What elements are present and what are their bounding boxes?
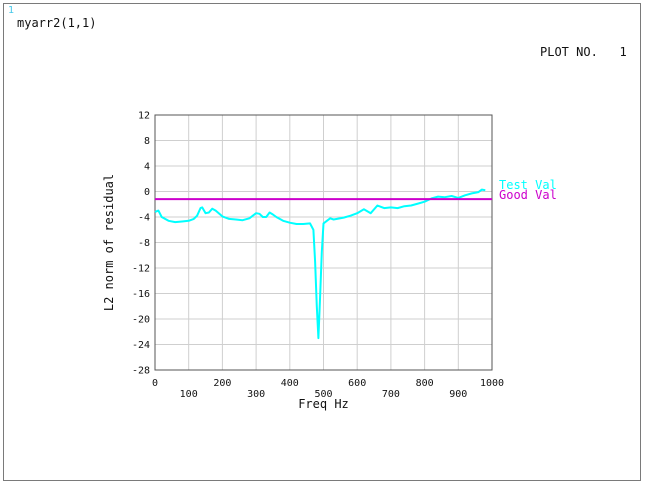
x-tick-label: 800 [416,378,434,389]
y-tick-label: 8 [144,136,150,147]
x-tick-label: 700 [382,389,400,400]
y-tick-label: -24 [132,340,150,351]
window-number: 1 [8,5,15,16]
y-tick-label: -20 [132,315,150,326]
y-tick-label: -4 [138,213,150,224]
grid [154,114,493,371]
series-line-0 [154,188,486,340]
x-tick-label: 500 [314,389,332,400]
x-axis-title: Freq Hz [298,397,349,411]
x-tick-label: 200 [213,378,231,389]
plot-window-frame [3,3,641,481]
legend-label-0: Test Val [499,178,557,192]
y-tick-label: 4 [144,162,150,173]
plot-number: PLOT NO. 1 [540,45,627,59]
x-tick-label: 400 [281,378,299,389]
y-axis-title: L2 norm of residual [102,174,116,311]
y-tick-label: 0 [144,187,150,198]
y-tick-label: -16 [132,289,150,300]
y-tick-label: -12 [132,264,150,275]
y-tick-label: -28 [132,366,150,377]
series-layer [154,188,492,340]
y-tick-label: 12 [138,111,150,122]
x-tick-label: 0 [152,378,158,389]
x-tick-label: 1000 [480,378,504,389]
x-tick-label: 100 [180,389,198,400]
array-label: myarr2(1,1) [17,16,97,30]
x-tick-label: 900 [449,389,467,400]
plot-area [154,114,493,371]
x-tick-label: 300 [247,389,265,400]
x-tick-label: 600 [348,378,366,389]
legend-label-1: Good Val [499,188,557,202]
y-tick-label: -8 [138,238,150,249]
